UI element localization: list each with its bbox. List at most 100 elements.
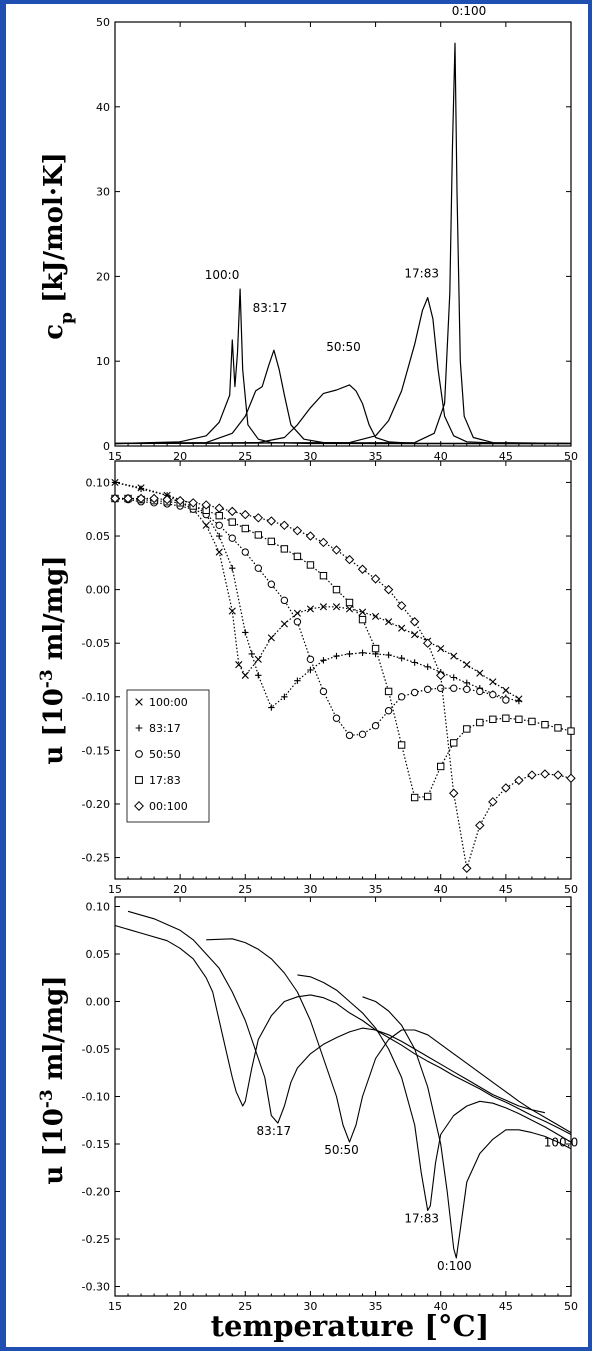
x-marker	[255, 656, 261, 662]
plot-frame	[115, 22, 571, 446]
series-line	[115, 385, 571, 444]
diamond-marker	[306, 532, 314, 540]
circle-marker	[411, 689, 417, 695]
square-marker	[529, 718, 535, 724]
plus-marker	[424, 664, 430, 670]
cp-panel: 15 20 25 30 35 40 45 5001020304050100:083:1750:…	[96, 4, 578, 463]
u-raw-panel: 15 20 25 30 35 40 45 50-0.30-0.25-0.20-0.15-0.1…	[82, 897, 579, 1313]
y-tick-label: 40	[96, 101, 110, 114]
legend-entry: 17:83	[149, 774, 181, 787]
square-marker	[359, 616, 365, 622]
square-marker	[242, 525, 248, 531]
plus-marker	[333, 653, 339, 659]
circle-marker	[229, 535, 235, 541]
x-tick-label: 20	[173, 1300, 187, 1313]
plus-marker	[138, 486, 144, 492]
x-marker	[372, 613, 378, 619]
x-marker	[294, 610, 300, 616]
plus-marker	[229, 565, 235, 571]
diamond-marker	[554, 771, 562, 779]
circle-marker	[372, 723, 378, 729]
u-ylabel-bottom: u [10-3 ml/mg]	[37, 975, 69, 1184]
y-tick-label: 0.10	[86, 901, 111, 914]
square-marker	[216, 512, 222, 518]
series-annotation: 17:83	[404, 1212, 439, 1226]
u-markers-panel: 15 20 25 30 35 40 45 50 -0.25 -0.20 -0.15 -0.10 -0.0…	[82, 461, 578, 896]
y-tick-label: -0.20	[82, 798, 110, 811]
legend-entry: 00:100	[149, 800, 188, 813]
legend-entry: 83:17	[149, 722, 181, 735]
x-axis-label: temperature [°C]	[211, 1309, 490, 1343]
y-tick-label: -0.25	[82, 852, 110, 865]
series-line	[115, 289, 571, 443]
diamond-marker	[424, 639, 432, 647]
diamond-marker	[476, 821, 484, 829]
diamond-marker	[228, 507, 236, 515]
series-line	[115, 482, 519, 707]
y-tick-label: -0.15	[82, 744, 110, 757]
circle-marker	[346, 732, 352, 738]
square-marker	[294, 553, 300, 559]
series-annotation: 0:100	[452, 4, 487, 18]
circle-marker	[255, 565, 261, 571]
diamond-marker	[319, 538, 327, 546]
diamond-marker	[293, 527, 301, 535]
diamond-marker	[502, 784, 510, 792]
square-marker	[136, 777, 143, 784]
x-marker	[451, 653, 457, 659]
square-marker	[542, 721, 548, 727]
diamond-marker	[515, 776, 523, 784]
plus-marker	[249, 651, 255, 657]
circle-marker	[490, 691, 496, 697]
y-tick-label: -0.20	[82, 1186, 110, 1199]
y-tick-label: 30	[96, 186, 110, 199]
x-tick-label: 25	[238, 883, 252, 896]
plus-marker	[346, 651, 352, 657]
y-tick-label: 0.00	[86, 584, 111, 597]
series-annotation: 83:17	[257, 1124, 292, 1138]
x-marker	[242, 672, 248, 678]
circle-marker	[294, 619, 300, 625]
x-marker	[268, 635, 274, 641]
plus-marker	[242, 629, 248, 635]
square-marker	[477, 719, 483, 725]
plus-marker	[411, 659, 417, 665]
square-marker	[385, 688, 391, 694]
circle-marker	[451, 685, 457, 691]
y-tick-label: -0.05	[82, 1043, 110, 1056]
x-tick-label: 15	[108, 1300, 122, 1313]
series-line	[115, 298, 571, 444]
circle-marker	[320, 688, 326, 694]
x-tick-label: 30	[303, 883, 317, 896]
square-marker	[229, 519, 235, 525]
x-tick-label: 35	[369, 883, 383, 896]
circle-marker	[268, 581, 274, 587]
plus-marker	[255, 672, 261, 678]
legend-entry: 100:00	[149, 696, 188, 709]
circle-marker	[424, 686, 430, 692]
square-marker	[255, 532, 261, 538]
series-annotation: 0:100	[437, 1259, 472, 1273]
series-line	[115, 926, 571, 1135]
square-marker	[464, 726, 470, 732]
series-annotation: 83:17	[253, 301, 288, 315]
circle-marker	[438, 685, 444, 691]
square-marker	[503, 715, 509, 721]
x-tick-label: 45	[499, 883, 513, 896]
square-marker	[568, 728, 574, 734]
diamond-marker	[528, 771, 536, 779]
y-tick-label: 0.10	[86, 476, 111, 489]
diamond-marker	[332, 546, 340, 554]
square-marker	[438, 763, 444, 769]
square-marker	[268, 538, 274, 544]
square-marker	[281, 546, 287, 552]
circle-marker	[307, 656, 313, 662]
diamond-marker	[567, 774, 575, 782]
circle-marker	[385, 708, 391, 714]
series-line	[115, 482, 519, 699]
y-tick-label: 10	[96, 355, 110, 368]
y-tick-label: 0	[103, 440, 110, 453]
x-marker	[281, 621, 287, 627]
x-marker	[438, 645, 444, 651]
y-tick-label: 50	[96, 16, 110, 29]
